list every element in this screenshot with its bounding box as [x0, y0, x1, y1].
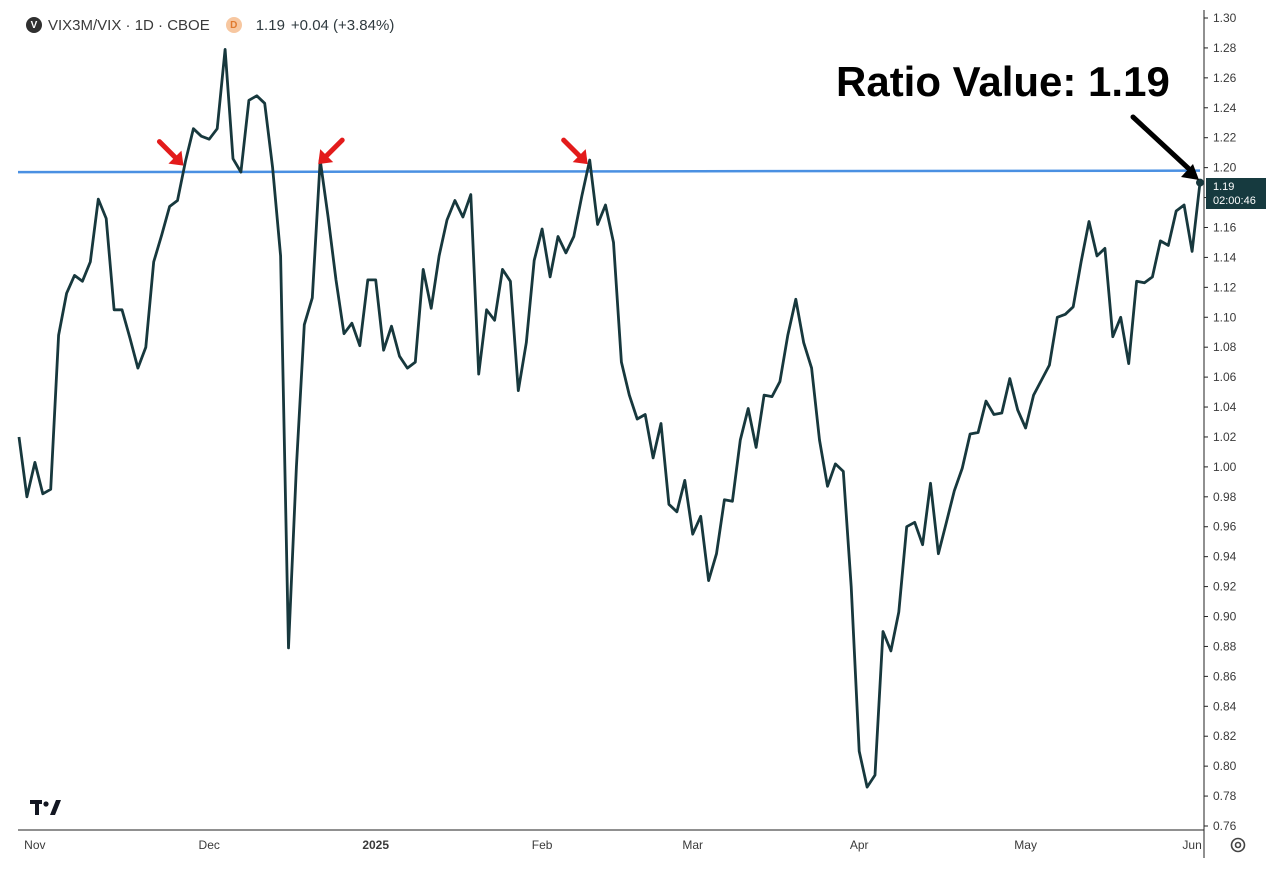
y-tick-label: 1.08	[1213, 340, 1237, 354]
y-tick-label: 1.04	[1213, 400, 1237, 414]
y-tick-label: 1.20	[1213, 161, 1237, 175]
y-tick-label: 1.16	[1213, 220, 1237, 234]
y-tick-label: 1.00	[1213, 460, 1237, 474]
y-tick-label: 0.90	[1213, 610, 1237, 624]
gear-icon[interactable]	[1229, 836, 1247, 854]
y-tick-label: 1.28	[1213, 41, 1237, 55]
chart-legend: V VIX3M/VIX · 1D · CBOE D 1.19 +0.04 (+3…	[26, 14, 394, 36]
x-tick-label: Jun	[1182, 838, 1201, 852]
red-arrows	[156, 137, 588, 166]
x-tick-label: Mar	[682, 838, 703, 852]
x-axis: Nov Dec 2025 Feb Mar Apr May Jun	[24, 838, 1202, 852]
y-tick-label: 0.94	[1213, 550, 1237, 564]
y-tick-label: 0.80	[1213, 759, 1237, 773]
y-tick-label: 0.76	[1213, 819, 1237, 833]
red-arrow	[561, 137, 588, 165]
y-tick-label: 0.82	[1213, 729, 1237, 743]
y-tick-label: 1.14	[1213, 250, 1237, 264]
y-tick-label: 1.06	[1213, 370, 1237, 384]
x-tick-label: 2025	[362, 838, 389, 852]
y-tick-label: 0.78	[1213, 789, 1237, 803]
x-tick-label: Apr	[850, 838, 869, 852]
x-tick-label: Nov	[24, 838, 45, 852]
red-arrow	[156, 139, 184, 166]
price-tag: 1.19 02:00:46	[1206, 178, 1266, 209]
y-tick-label: 0.92	[1213, 580, 1237, 594]
x-tick-label: Feb	[532, 838, 553, 852]
tradingview-logo-icon[interactable]	[30, 800, 62, 816]
annotation-arrow	[1130, 114, 1199, 180]
y-tick-label: 1.30	[1213, 11, 1237, 25]
y-tick-label: 0.86	[1213, 669, 1237, 683]
y-tick-label: 0.98	[1213, 490, 1237, 504]
value-change: +0.04 (+3.84%)	[290, 16, 395, 34]
resistance-level-line	[17, 169, 1201, 174]
price-tag-value: 1.19	[1213, 181, 1235, 193]
last-point-marker	[1196, 178, 1204, 187]
ratio-annotation: Ratio Value: 1.19	[836, 58, 1170, 105]
x-tick-label: May	[1014, 838, 1037, 852]
x-tick-label: Dec	[199, 838, 220, 852]
red-arrow	[318, 137, 345, 165]
y-tick-label: 0.84	[1213, 699, 1237, 713]
y-tick-label: 0.96	[1213, 520, 1237, 534]
data-source-badge: D	[225, 17, 242, 33]
y-tick-label: 1.26	[1213, 71, 1237, 85]
series-line	[17, 48, 1202, 789]
y-tick-label: 1.10	[1213, 310, 1237, 324]
y-tick-label: 1.12	[1213, 280, 1237, 294]
y-tick-label: 1.02	[1213, 430, 1237, 444]
last-value: 1.19	[255, 16, 285, 34]
price-tag-countdown: 02:00:46	[1213, 195, 1256, 207]
symbol-title[interactable]: VIX3M/VIX · 1D · CBOE	[48, 16, 210, 34]
y-axis: 1.301.281.261.241.221.201.181.161.141.12…	[1204, 11, 1237, 833]
y-tick-label: 1.24	[1213, 101, 1237, 115]
y-tick-label: 1.22	[1213, 131, 1237, 145]
y-tick-label: 0.88	[1213, 639, 1237, 653]
symbol-badge: V	[26, 17, 42, 33]
